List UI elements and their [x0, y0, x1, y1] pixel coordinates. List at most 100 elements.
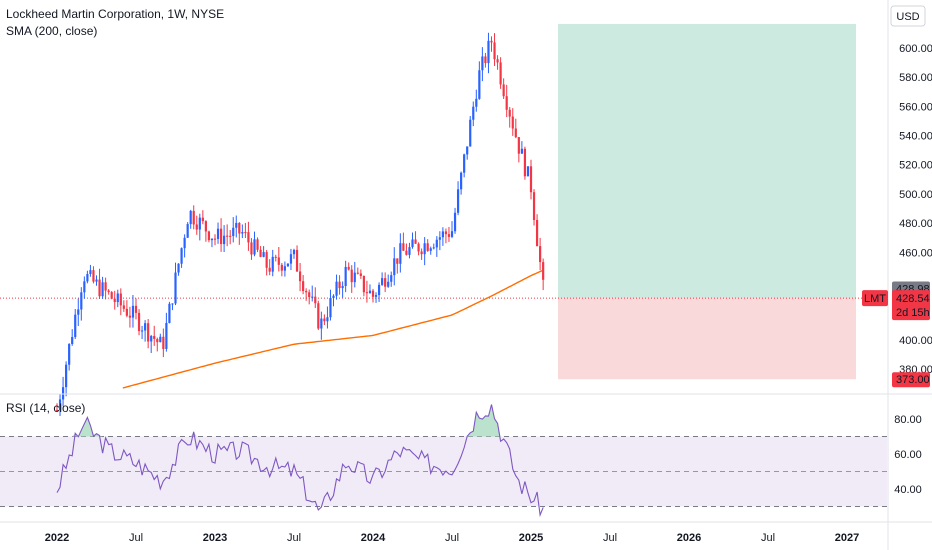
candle-body [122, 305, 125, 309]
candle-body [271, 256, 274, 272]
time-tick-label: 2024 [361, 532, 386, 544]
candle-body [414, 239, 417, 244]
candle-body [350, 269, 353, 283]
candle-body [377, 284, 381, 296]
candle-body [520, 148, 523, 154]
candle-body [460, 172, 463, 190]
candle-body [362, 275, 365, 293]
candle-body [365, 292, 369, 294]
candle-body [229, 235, 232, 237]
candle-body [156, 339, 159, 343]
candle-body [92, 270, 95, 282]
time-tick-label: 2026 [677, 532, 701, 544]
price-tick-label: 480.00 [899, 218, 932, 230]
time-axis[interactable]: 2022 Jul 2023 Jul 2024 Jul 2025 Jul 2026 Jul 2027 [45, 532, 859, 544]
candle-body [262, 252, 265, 257]
candle-body [308, 292, 311, 297]
price-tick-label: 560.00 [899, 101, 932, 113]
candle-body [131, 305, 135, 318]
candle-body [484, 56, 487, 64]
candle-body [356, 272, 359, 274]
candle-body [219, 228, 223, 245]
candle-body [317, 303, 320, 329]
candle-body [110, 292, 113, 299]
candle-body [359, 273, 362, 276]
candle-body [475, 98, 478, 107]
candle-body [493, 42, 496, 60]
candle-body [472, 106, 475, 120]
candle-body [399, 243, 402, 264]
candle-body [335, 281, 338, 296]
candle-body [402, 243, 405, 251]
time-tick-label: 2023 [203, 532, 227, 544]
candle-body [58, 399, 62, 411]
rsi-axis[interactable]: 80.00 60.00 40.00 [894, 414, 922, 496]
candle-body [329, 297, 332, 318]
candle-body [140, 330, 144, 332]
symbol-badge[interactable]: LMT [862, 290, 888, 307]
time-tick-label: 2027 [835, 532, 859, 544]
candle-body [113, 298, 116, 303]
rsi-tick-label: 40.00 [894, 484, 922, 496]
candle-body [463, 154, 466, 173]
current-price-marker: 428.54 2d 15h [892, 290, 930, 321]
currency-label: USD [896, 11, 919, 23]
candle-body [259, 249, 262, 257]
candle-body [502, 84, 505, 97]
candle-body [283, 266, 286, 271]
candle-body [453, 212, 457, 232]
candle-body [247, 232, 250, 243]
candle-body [435, 239, 438, 248]
price-tick-label: 460.00 [899, 247, 932, 259]
candle-body [514, 128, 517, 138]
candle-body [198, 217, 201, 230]
candle-body [238, 222, 241, 234]
candle-body [232, 227, 235, 237]
candle-body [55, 409, 59, 411]
candle-body [432, 247, 435, 249]
candle-body [207, 231, 211, 241]
price-tick-label: 600.00 [899, 43, 932, 55]
stop-price-label: 373.00 [896, 374, 930, 386]
candle-body [244, 232, 247, 234]
time-tick-label: Jul [761, 532, 775, 544]
candle-body [539, 246, 542, 263]
candle-body [80, 292, 83, 310]
candle-body [253, 239, 256, 255]
candle-body [159, 336, 162, 343]
candle-body [125, 308, 128, 316]
candle-body [165, 322, 168, 349]
currency-button[interactable]: USD [890, 5, 926, 27]
candle-body [71, 336, 74, 345]
profit-zone[interactable] [558, 23, 856, 298]
price-axis[interactable]: 600.00 580.00 560.00 540.00 520.00 500.00 480.… [899, 43, 932, 376]
candle-body [466, 146, 469, 155]
candle-body [332, 295, 335, 298]
candle-body [274, 256, 277, 258]
candle-body [250, 242, 253, 255]
candle-body [505, 96, 508, 110]
candle-body [450, 231, 454, 237]
candle-body [95, 279, 98, 282]
candle-body [150, 335, 153, 342]
candle-body [104, 282, 107, 291]
candle-body [441, 231, 444, 238]
candle-body [532, 192, 536, 220]
candle-body [326, 317, 329, 322]
candle-body [542, 262, 545, 280]
time-tick-label: Jul [445, 532, 459, 544]
candle-body [189, 210, 192, 225]
candle-body [456, 189, 460, 213]
candle-body [107, 290, 110, 293]
candle-body [347, 266, 350, 270]
candle-body [396, 258, 399, 264]
candle-body [447, 234, 451, 237]
symbol-label: LMT [864, 293, 886, 305]
loss-zone[interactable] [558, 297, 856, 380]
candle-body [241, 232, 244, 234]
candle-body [213, 238, 217, 240]
candle-body [268, 267, 271, 272]
price-tick-label: 520.00 [899, 160, 932, 172]
candle-body [374, 295, 378, 297]
